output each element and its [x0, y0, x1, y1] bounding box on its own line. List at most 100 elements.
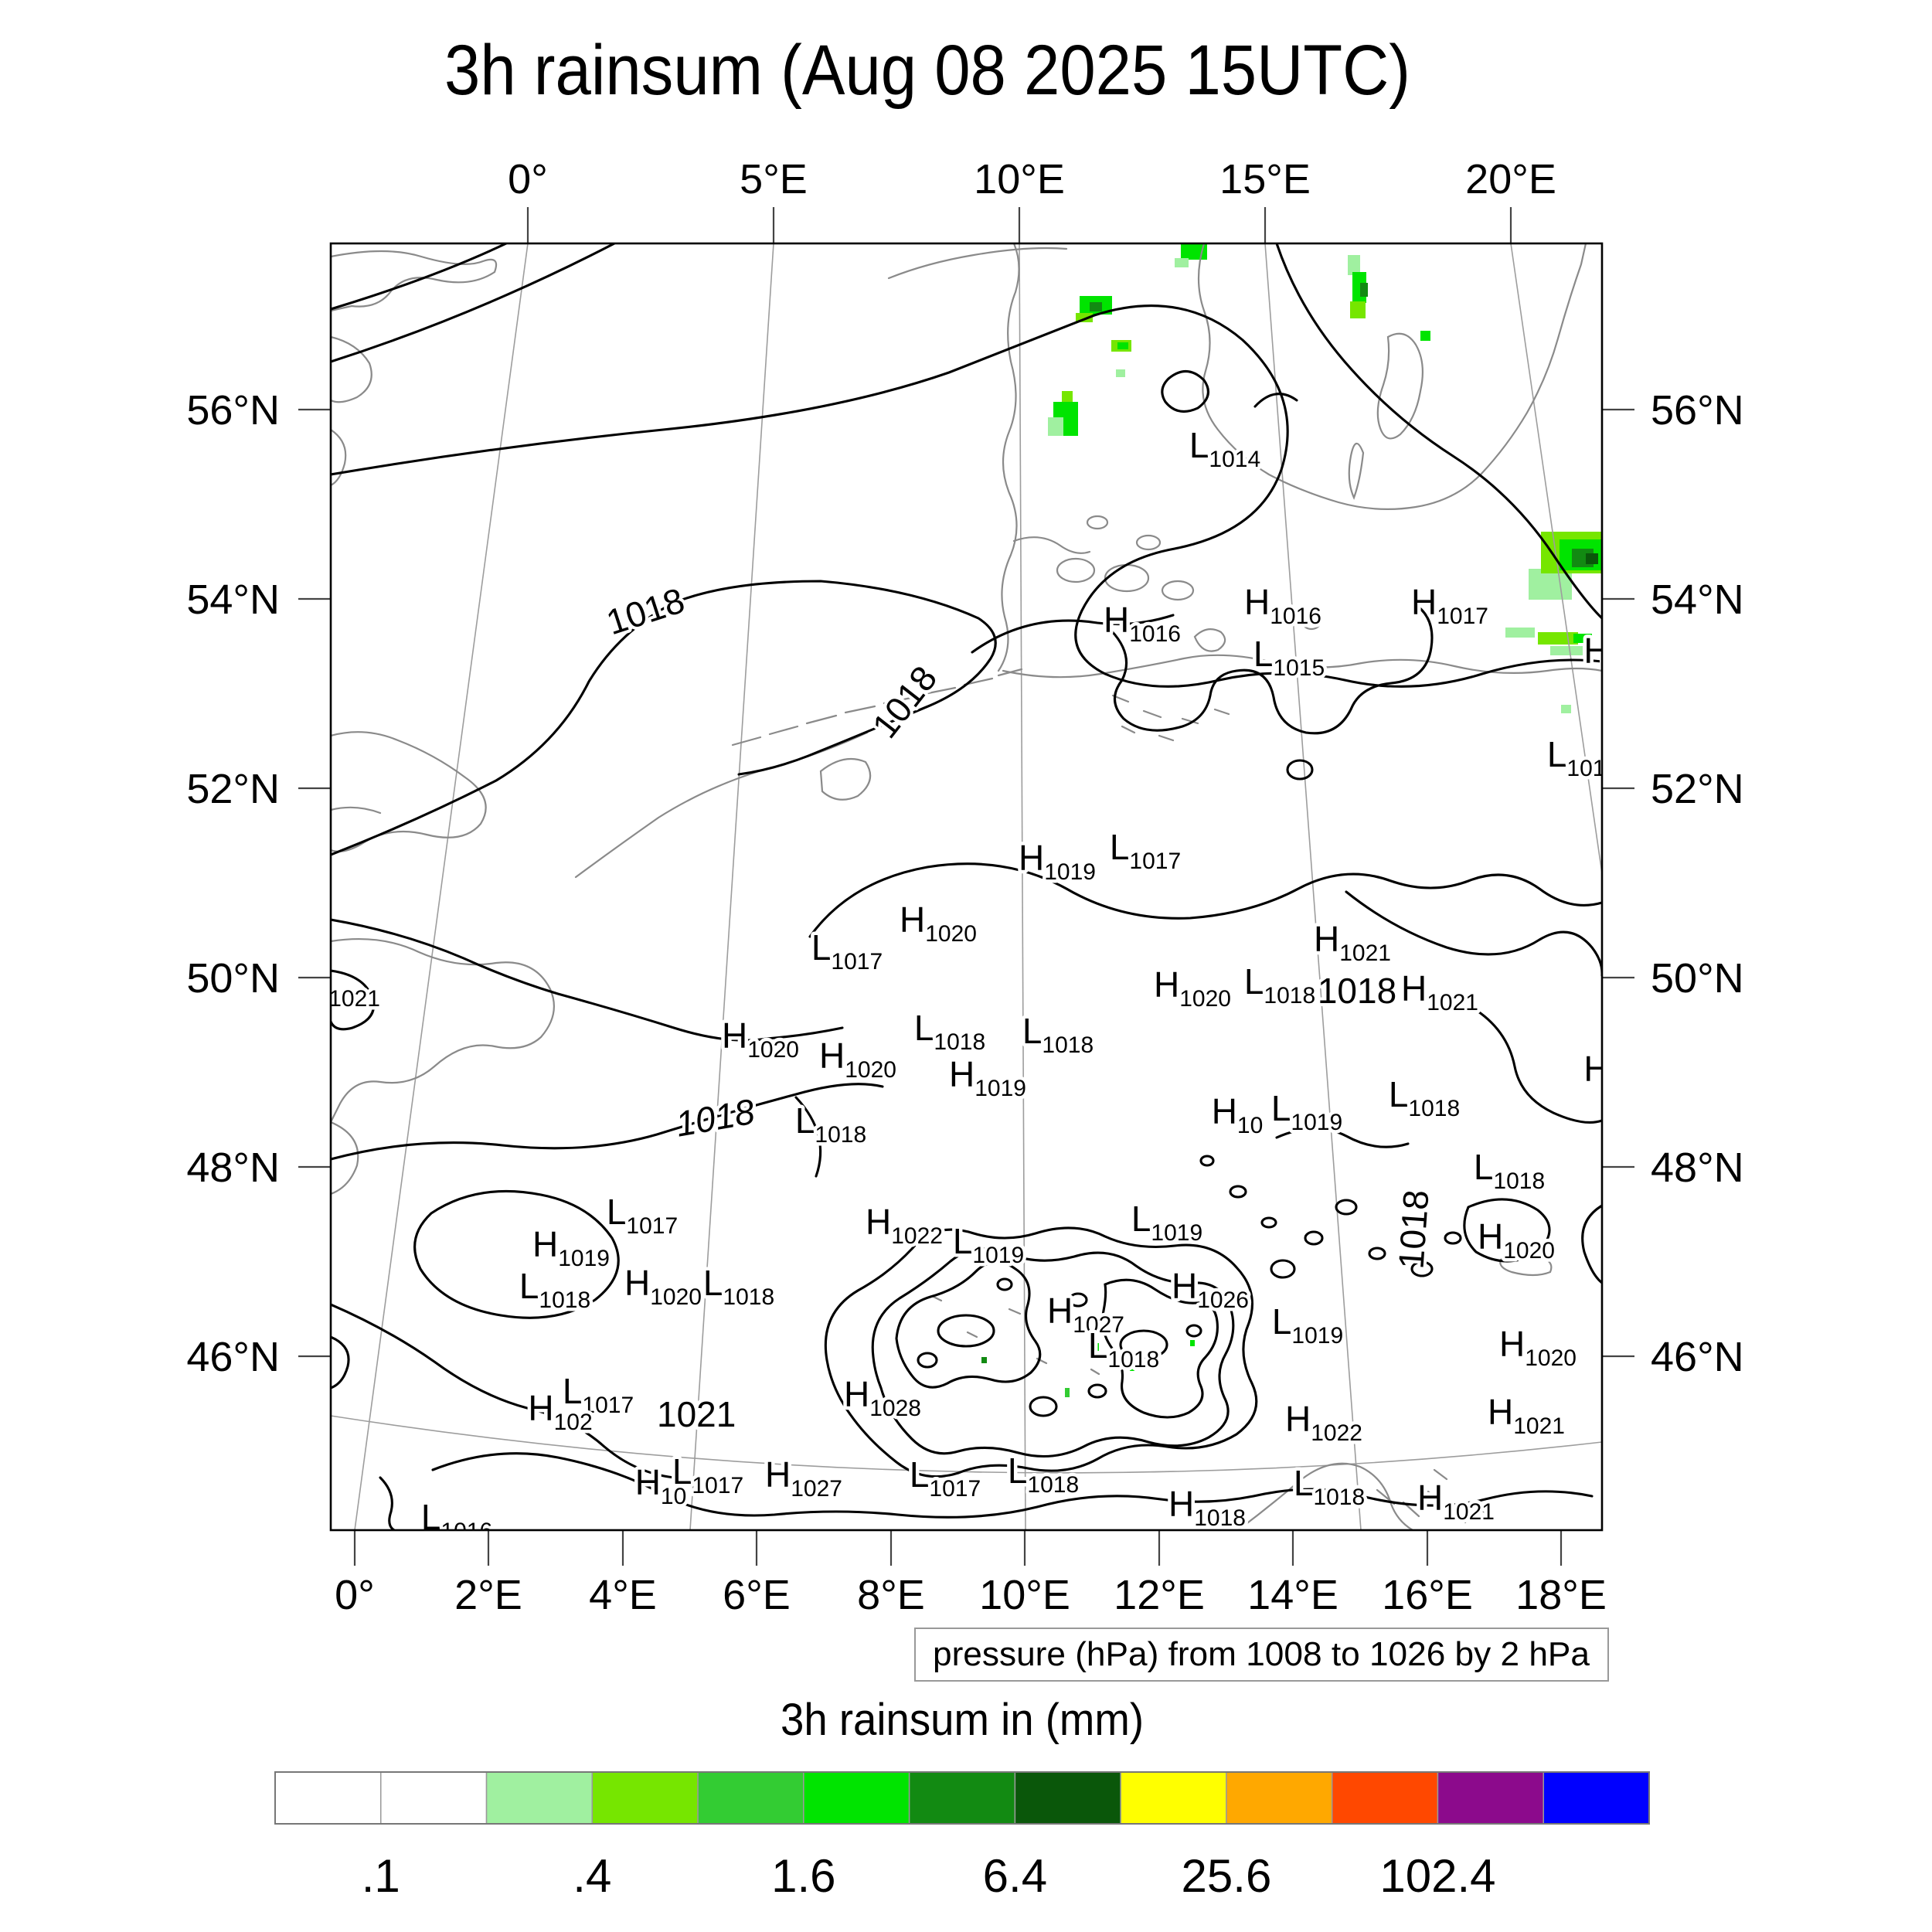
pressure-caption: pressure (hPa) from 1008 to 1026 by 2 hP… [933, 1635, 1590, 1673]
rain-patch [1065, 1388, 1070, 1397]
colorbar-segment [591, 1771, 699, 1825]
alpine-lakes [932, 1295, 1100, 1376]
axis-tick-label: 46°N [186, 1334, 280, 1380]
coast-gb-56n [331, 428, 347, 487]
coast-england-se [331, 731, 487, 852]
pressure-center-label: L1018 [1389, 1074, 1460, 1121]
pressure-center-label: H1020 [1499, 1324, 1577, 1371]
colorbar-segment [908, 1771, 1016, 1825]
pressure-center-label: L1019 [1272, 1301, 1343, 1349]
contour-inline-labels: 1018 1018 1018 1018 1018 [598, 577, 1439, 1274]
colorbar-tick-label: 102.4 [1379, 1850, 1495, 1902]
coast-marsh-islands [1111, 694, 1230, 742]
pressure-center-label: L1015 [1253, 634, 1325, 681]
pressure-center-label: L1018 [519, 1266, 590, 1313]
pressure-center-label: H1026 [1172, 1266, 1249, 1313]
pressure-center-label: L1018 [795, 1100, 866, 1148]
axis-tick-label: 4°E [589, 1572, 657, 1618]
axis-tick-label: 14°E [1247, 1572, 1338, 1618]
coast-france-channel [331, 937, 555, 1124]
island-oland [1348, 442, 1365, 500]
pressure-center-label: H1016 [1244, 582, 1321, 629]
meridian-10e [1019, 243, 1026, 1530]
colorbar-segment [1226, 1771, 1333, 1825]
colorbar-segment [1543, 1771, 1650, 1825]
axis-tick-label: 46°N [1651, 1334, 1744, 1380]
colorbar [274, 1771, 1651, 1825]
pressure-center-label: L1017 [672, 1451, 743, 1498]
axis-tick-label: 2°E [454, 1572, 522, 1618]
pressure-center-label: H10 [1212, 1091, 1264, 1138]
pressure-center-label: H1018 [1168, 1484, 1246, 1531]
rain-patch [1360, 283, 1368, 297]
pressure-center-label: H1020 [900, 900, 977, 947]
axis-tick-label: 12°E [1114, 1572, 1205, 1618]
pressure-labels: L1014H1016H1016L1015H1017HL1018H1019L101… [331, 422, 1602, 1531]
pressure-value-label: 1021 [657, 1394, 736, 1434]
caption-border [914, 1628, 1609, 1682]
meridian-20e [1510, 243, 1602, 878]
colorbar-segment [380, 1771, 488, 1825]
axis-tick-label: 10°E [974, 156, 1065, 202]
pressure-center-label: L1017 [910, 1454, 981, 1502]
pressure-center-label: H1020 [1154, 964, 1231, 1012]
axis-tick-label: 52°N [186, 766, 280, 812]
colorbar-title: 3h rainsum in (mm) [781, 1695, 1144, 1745]
rain-patch [1586, 553, 1598, 564]
pressure-center-label: L1014 [1189, 425, 1260, 472]
colorbar-segment [1331, 1771, 1439, 1825]
axis-right: 56°N 54°N 52°N 50°N 48°N 46°N [1602, 387, 1744, 1380]
coast-gb-north [331, 250, 498, 312]
coast-jutland-west [997, 243, 1020, 672]
coast-netherlands [574, 731, 869, 879]
coast-wadden-islands [731, 668, 1023, 747]
pressure-center-label: H1020 [819, 1036, 896, 1083]
pressure-center-label: H1016 [1104, 600, 1181, 647]
pressure-center-label: H1027 [765, 1454, 842, 1502]
pressure-center-label: H1021 [1401, 968, 1478, 1015]
rain-patch [1420, 331, 1430, 341]
axis-tick-label: 6°E [723, 1572, 791, 1618]
pressure-center-label: L1017 [607, 1192, 678, 1239]
axis-tick-label: 48°N [186, 1145, 280, 1191]
island-gotland [1376, 332, 1424, 440]
axis-tick-label: 10°E [979, 1572, 1070, 1618]
colorbar-segment [1437, 1771, 1544, 1825]
coast-danish-isles [1056, 515, 1195, 601]
axis-tick-label: 15°E [1219, 156, 1311, 202]
rain-patch [1175, 258, 1189, 267]
map-area: L1014H1016H1016L1015H1017HL1018H1019L101… [331, 243, 1602, 1531]
contour-value-label: 1018 [1318, 971, 1396, 1011]
pressure-center-label: H1020 [624, 1263, 702, 1310]
pressure-center-label: H1021 [1314, 919, 1391, 966]
axis-tick-label: 50°N [1651, 955, 1744, 1002]
pressure-center-label: L1018 [1244, 961, 1315, 1009]
pressure-center-label: H1022 [866, 1202, 943, 1249]
pressure-center-label: L1019 [1131, 1199, 1202, 1246]
colorbar-labels: .1 .4 1.6 6.4 25.6 102.4 [362, 1850, 1496, 1902]
colorbar-segment [1014, 1771, 1121, 1825]
pressure-center-label: L1017 [1110, 827, 1181, 874]
coast-sweden [1197, 243, 1587, 511]
rain-patch [1573, 634, 1592, 643]
graticule [331, 243, 1602, 1530]
rain-patch [1048, 417, 1063, 436]
pressure-center-label: H1028 [844, 1374, 921, 1421]
rain-patch [1062, 391, 1073, 402]
axis-tick-label: 0° [335, 1572, 375, 1618]
rain-patch [1505, 628, 1535, 638]
rain-patch [1117, 342, 1128, 349]
pressure-center-label: H1020 [722, 1015, 799, 1063]
pressure-center-label: H1021 [1417, 1478, 1495, 1525]
axis-tick-label: 48°N [1651, 1145, 1744, 1191]
colorbar-tick-label: .1 [362, 1850, 400, 1902]
axis-tick-label: 5°E [740, 156, 808, 202]
contour-value-label: 1018 [1391, 1189, 1437, 1270]
pressure-center-label: H1019 [949, 1054, 1026, 1101]
pressure-center-label: L1019 [953, 1221, 1024, 1268]
rain-patch [1130, 1363, 1134, 1371]
contour-value-label: 1018 [601, 580, 689, 642]
contour-value-label: 1018 [864, 658, 944, 746]
meridian-5e [689, 243, 774, 1530]
parallel-45n [331, 1415, 1602, 1474]
